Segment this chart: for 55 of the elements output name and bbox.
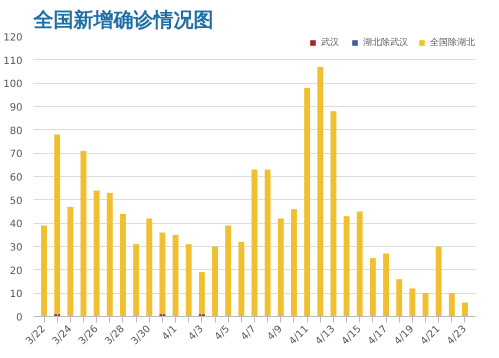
y-tick-label: 40 [10,219,23,230]
bar [409,288,416,316]
bar [41,226,47,316]
bar [330,111,336,316]
bar [120,214,126,316]
bar [198,272,205,314]
y-tick-label: 100 [3,79,23,90]
y-tick-label: 90 [10,102,23,114]
y-tick-label: 70 [10,149,23,160]
bar [370,258,376,316]
x-tick-label: 4/1 [160,324,180,343]
bar [448,293,455,316]
bar [159,232,166,314]
bar [422,293,428,316]
x-tick-label: 4/3 [186,324,206,343]
bar [225,226,232,316]
bar [67,206,74,316]
bar [252,170,258,316]
bar [238,242,244,316]
y-tick-label: 80 [10,126,23,137]
bar [436,246,442,316]
bar [106,192,113,316]
bar [80,150,86,316]
x-tick-label: 4/5 [212,324,232,343]
bar [54,134,60,314]
y-tick-label: 110 [3,56,23,67]
bar [304,88,310,316]
bar [186,244,192,316]
legend-label: 全国除湖北 [430,36,475,49]
y-tick-label: 120 [3,32,23,44]
legend-label: 武汉 [321,36,340,49]
bar [146,218,152,316]
y-tick-label: 20 [10,266,23,277]
bar [356,212,363,316]
bar [396,279,402,316]
bar [212,246,218,316]
y-tick-label: 60 [10,172,23,184]
legend-label: 湖北除武汉 [363,36,408,49]
x-tick-label: 4/7 [239,324,258,343]
bar [172,234,179,316]
bar [94,190,100,316]
bar [264,170,271,316]
bar [462,302,468,316]
bar [278,218,284,316]
y-tick-label: 50 [10,196,23,207]
y-tick-label: 30 [10,242,23,254]
y-tick-label: 0 [16,312,23,324]
bar [317,66,324,316]
chart-title: 全国新增确诊情况图 [32,8,214,32]
bar [291,209,297,316]
bar [133,244,140,316]
y-tick-label: 10 [10,289,23,300]
x-tick-label: 4/9 [266,324,285,343]
bar [383,254,390,316]
bar [344,216,350,316]
